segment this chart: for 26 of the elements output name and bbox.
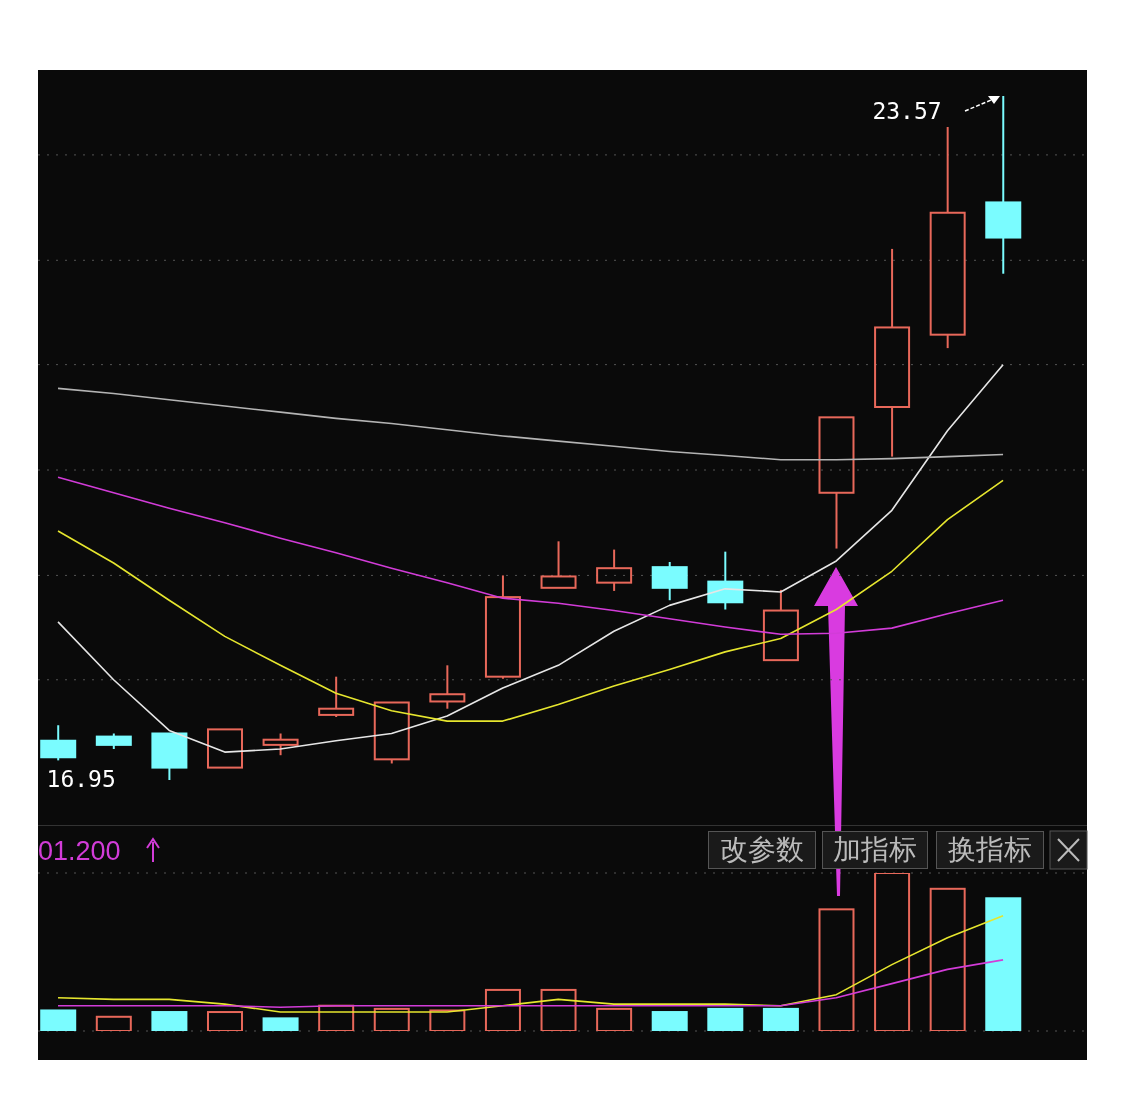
bar <box>596 1007 633 1031</box>
bar <box>262 1017 299 1031</box>
bar <box>707 1007 744 1031</box>
bar <box>206 1011 243 1031</box>
text: 换指标 <box>936 831 1044 869</box>
bar <box>874 873 911 1031</box>
text: 加指标 <box>822 831 928 869</box>
bar <box>762 1007 799 1031</box>
bar <box>818 908 855 1031</box>
bar <box>95 1015 132 1031</box>
text: 改参数 <box>708 831 816 869</box>
candlestick <box>874 247 911 458</box>
annotation: 16.95 <box>46 766 116 792</box>
bar <box>151 1011 188 1031</box>
bar <box>373 1007 410 1031</box>
annotation: 23.57 <box>872 98 942 124</box>
bar <box>651 1011 688 1031</box>
bar <box>484 988 521 1031</box>
text: 01.200 <box>38 835 121 868</box>
bar <box>929 887 966 1031</box>
bar <box>40 1009 77 1031</box>
bar <box>429 1009 466 1031</box>
candlestick <box>707 550 744 611</box>
candlestick <box>429 664 466 710</box>
bar <box>985 897 1022 1031</box>
bar <box>540 988 577 1031</box>
